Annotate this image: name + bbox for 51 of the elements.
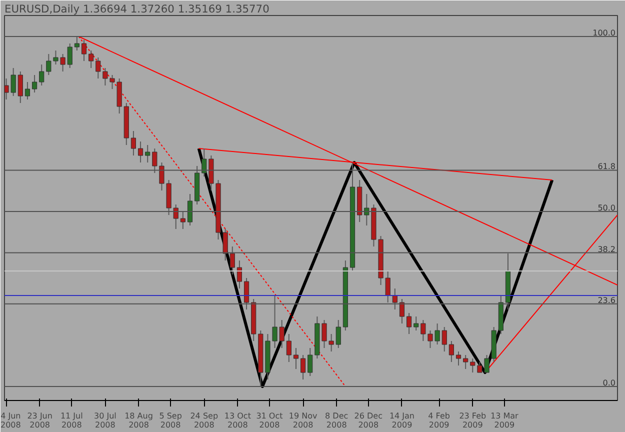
x-tick-label: 31 Oct 2008 (256, 412, 283, 430)
ref-line-label: 100.0 (592, 28, 616, 38)
candlestick (442, 326, 447, 352)
candlestick (286, 334, 292, 362)
candlestick (102, 68, 108, 86)
x-tick-label: 13 Oct 2008 (224, 412, 251, 430)
candlestick (406, 312, 412, 334)
candlestick (300, 354, 306, 380)
x-tick-label: 4 Feb 2009 (428, 412, 450, 430)
x-tick-label: 8 Dec 2008 (325, 412, 348, 430)
candlestick (463, 354, 468, 370)
x-tick-label: 5 Sep 2008 (159, 412, 182, 430)
candlestick (470, 358, 476, 373)
candlestick (236, 260, 242, 289)
candlestick (420, 320, 426, 342)
x-tick-label: 23 Jun 2008 (27, 412, 52, 430)
candlestick (46, 54, 52, 76)
x-tick-label: 19 Nov 2008 (288, 412, 318, 430)
x-tick-label: 26 Dec 2008 (354, 412, 383, 430)
x-tick-label: 24 Sep 2008 (190, 412, 218, 430)
candlestick (81, 40, 87, 62)
candlestick (18, 71, 23, 104)
x-tick-label: 11 Jul 2008 (60, 412, 83, 430)
candlestick (145, 144, 150, 163)
x-tick-label: 14 Jan 2009 (389, 412, 415, 430)
candlestick (110, 74, 115, 90)
candlestick (32, 74, 38, 93)
candlestick (96, 57, 101, 79)
ref-line-label: 23.6 (598, 296, 616, 305)
candlestick (414, 316, 419, 331)
candlestick (293, 348, 299, 370)
x-tick-label: 23 Feb 2009 (459, 412, 486, 430)
ref-line-label: 38.2 (598, 244, 616, 254)
ref-line-label: 50.0 (598, 204, 616, 212)
x-tick-label: 4 Jun 2008 (0, 412, 21, 430)
candlestick (328, 334, 334, 352)
candlestick (336, 320, 341, 348)
candlestick (39, 64, 44, 86)
candlestick (24, 82, 30, 100)
candlestick (130, 130, 136, 156)
x-tick-label: 13 Mar 2009 (490, 412, 520, 430)
candlestick (308, 348, 313, 376)
candlestick (88, 50, 94, 68)
chart-title: EURUSD,Daily 1.36694 1.37260 1.35169 1.35770 (4, 2, 270, 16)
ref-line-label: 61.8 (598, 162, 616, 172)
candlestick (448, 340, 454, 362)
x-tick-label: 30 Jul 2008 (94, 412, 116, 430)
candlestick (138, 141, 144, 163)
ref-line-label: 0.0 (602, 378, 616, 388)
x-tick-label: 18 Aug 2008 (124, 412, 153, 430)
candlestick (456, 351, 462, 366)
